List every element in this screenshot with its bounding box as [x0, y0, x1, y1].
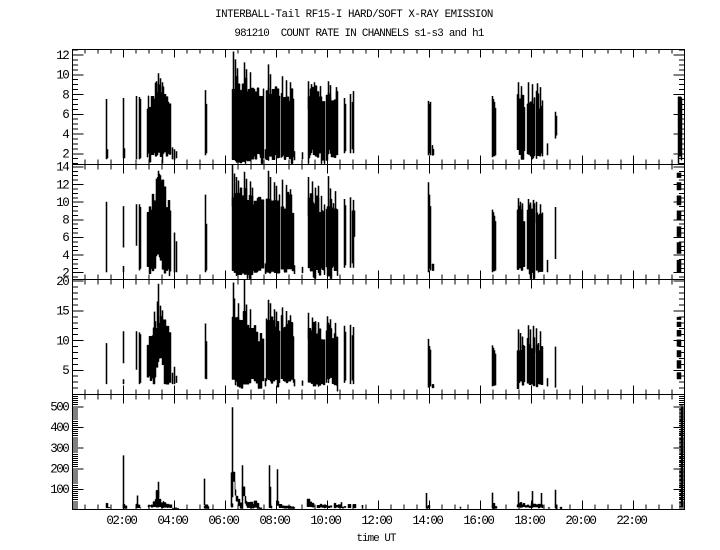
svg-text:22:00: 22:00 — [616, 514, 647, 528]
svg-text:5: 5 — [62, 364, 69, 378]
svg-text:12: 12 — [56, 49, 69, 63]
svg-text:08:00: 08:00 — [259, 514, 290, 528]
svg-text:time UT: time UT — [356, 533, 396, 545]
svg-text:6: 6 — [62, 108, 69, 122]
svg-text:15: 15 — [56, 305, 69, 319]
svg-text:4: 4 — [62, 128, 69, 142]
svg-text:20: 20 — [56, 275, 69, 289]
svg-text:100: 100 — [50, 483, 69, 497]
svg-text:4: 4 — [62, 249, 69, 263]
svg-text:14:00: 14:00 — [412, 514, 443, 528]
svg-text:12:00: 12:00 — [361, 514, 392, 528]
svg-text:14: 14 — [56, 161, 69, 175]
svg-text:200: 200 — [50, 463, 69, 477]
svg-text:300: 300 — [50, 442, 69, 456]
svg-text:400: 400 — [50, 421, 69, 435]
svg-text:2: 2 — [62, 267, 69, 281]
svg-text:10: 10 — [56, 334, 69, 348]
svg-text:500: 500 — [50, 401, 69, 415]
svg-text:16:00: 16:00 — [463, 514, 494, 528]
svg-text:981210 COUNT RATE IN CHANNELS: 981210 COUNT RATE IN CHANNELS s1-s3 and … — [234, 28, 484, 40]
svg-text:8: 8 — [62, 88, 69, 102]
svg-text:04:00: 04:00 — [157, 514, 188, 528]
svg-text:8: 8 — [62, 214, 69, 228]
svg-text:6: 6 — [62, 231, 69, 245]
svg-text:02:00: 02:00 — [106, 514, 137, 528]
svg-text:18:00: 18:00 — [514, 514, 545, 528]
svg-text:10:00: 10:00 — [310, 514, 341, 528]
svg-text:12: 12 — [56, 178, 69, 192]
svg-text:06:00: 06:00 — [208, 514, 239, 528]
svg-text:20:00: 20:00 — [565, 514, 596, 528]
svg-text:INTERBALL-Tail RF15-I HARD/SOF: INTERBALL-Tail RF15-I HARD/SOFT X-RAY EM… — [215, 9, 493, 21]
svg-text:10: 10 — [56, 196, 69, 210]
svg-text:10: 10 — [56, 69, 69, 83]
svg-text:2: 2 — [62, 148, 69, 162]
